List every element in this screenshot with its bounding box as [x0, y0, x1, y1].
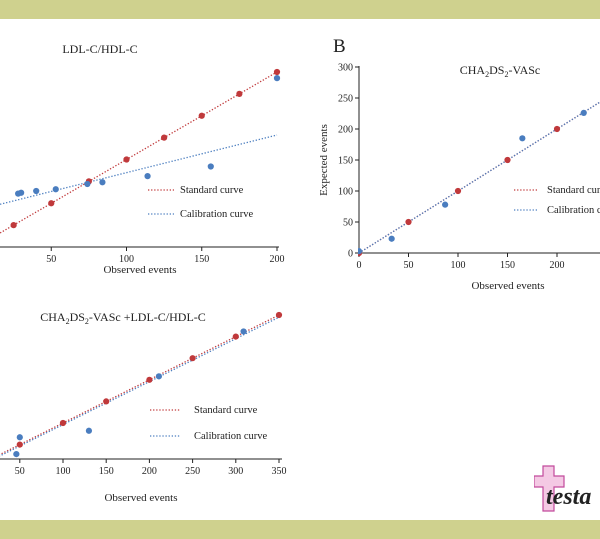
y-tick-label: 200	[338, 125, 353, 136]
legend: Standard curve Calibration curve	[148, 185, 254, 220]
x-tick-label: 150	[99, 466, 114, 477]
standard-point	[161, 134, 168, 141]
standard-point	[16, 441, 23, 448]
cross-logo-icon: testa	[533, 465, 591, 512]
x-axis-label: Observed events	[104, 492, 177, 504]
panel-title: CHA2DS2-VASc +LDL-C/HDL-C	[40, 310, 206, 326]
standard-point	[198, 112, 205, 119]
panel-title: CHA2DS2-VASc	[460, 63, 540, 79]
x-tick-label: 100	[119, 254, 134, 265]
x-tick-label: 50	[404, 260, 414, 271]
standard-point	[232, 333, 239, 340]
legend-label-calibration: Calibration curve	[180, 209, 254, 220]
x-tick-label: 150	[194, 254, 209, 265]
panel-letter: B	[333, 36, 346, 57]
observed-point	[580, 109, 587, 116]
panel-ldl-hdl: LDL-C/HDL-C 50 100 150 200 Observed events …	[0, 42, 285, 276]
x-tick-label: 50	[46, 254, 56, 265]
x-tick-label: 0	[357, 260, 362, 271]
x-tick-label: 100	[56, 466, 71, 477]
x-tick-label: 200	[550, 260, 565, 271]
standard-point	[59, 419, 67, 427]
standard-point	[48, 200, 55, 207]
legend-label-standard: Standard curve	[194, 405, 258, 416]
legend-label-calibration: Calibration curve	[194, 431, 268, 442]
panel-b-cha2ds2-vasc: B CHA2DS2-VASc 0 50 100 150 200 0 50 100 150 200 2…	[318, 36, 600, 292]
panel-title: LDL-C/HDL-C	[62, 42, 137, 56]
standard-point	[103, 398, 110, 405]
legend-label-calibration: Calibration cu	[547, 205, 600, 216]
observed-point	[33, 187, 40, 195]
standard-curve-line	[358, 101, 600, 254]
y-tick-label: 100	[338, 187, 353, 198]
x-tick-label: 200	[142, 466, 157, 477]
observed-point	[99, 179, 106, 186]
observed-point	[84, 180, 91, 188]
observed-point	[85, 427, 93, 434]
y-tick-label: 50	[343, 218, 353, 229]
x-axis-label: Observed events	[471, 280, 544, 292]
x-tick-label: 200	[270, 254, 285, 265]
standard-point	[454, 187, 462, 195]
observed-point	[519, 135, 526, 142]
observed-point	[52, 186, 59, 193]
standard-point	[146, 376, 153, 383]
watermark-logo: testa	[533, 464, 600, 525]
standard-point	[504, 156, 511, 164]
x-tick-label: 150	[500, 260, 515, 271]
observed-point	[240, 328, 247, 335]
bottom-border-band	[0, 520, 600, 539]
calibration-curve-line	[358, 101, 600, 254]
standard-point	[10, 222, 17, 229]
legend: Standard curve Calibration curve	[150, 405, 268, 442]
standard-point	[275, 311, 283, 319]
observed-point	[18, 189, 25, 196]
x-axis-label: Observed events	[103, 264, 176, 276]
watermark-text: testa	[546, 484, 591, 510]
y-axis-label: Expected events	[318, 124, 330, 196]
x-tick-label: 50	[15, 466, 25, 477]
observed-point	[388, 235, 395, 242]
y-tick-label: 250	[338, 94, 353, 105]
legend: Standard curve Calibration cu	[514, 185, 600, 216]
y-tick-label: 300	[338, 63, 353, 74]
observed-point	[144, 173, 151, 180]
observed-point	[207, 163, 214, 170]
observed-point	[273, 75, 281, 82]
standard-point	[553, 125, 561, 133]
standard-point	[236, 90, 243, 97]
standard-curve-line	[0, 314, 280, 456]
standard-point	[405, 218, 412, 226]
calibration-curve-line	[0, 134, 278, 205]
x-tick-label: 300	[228, 466, 243, 477]
observed-point	[442, 201, 449, 208]
x-tick-label: 350	[272, 466, 287, 477]
standard-point	[273, 68, 281, 76]
legend-label-standard: Standard curve	[547, 185, 600, 196]
calibration-curve-line	[0, 316, 280, 457]
legend-label-standard: Standard curve	[180, 185, 244, 196]
x-tick-label: 250	[185, 466, 200, 477]
observed-point	[13, 451, 20, 458]
observed-point	[155, 373, 163, 380]
x-tick-label: 100	[451, 260, 466, 271]
standard-curve-line	[0, 71, 278, 234]
top-border-band	[0, 0, 600, 19]
y-tick-label: 150	[338, 156, 353, 167]
observed-point	[16, 434, 23, 441]
observed-point	[358, 248, 363, 255]
y-tick-label: 0	[348, 249, 353, 260]
standard-point	[123, 156, 130, 163]
standard-point	[189, 355, 196, 362]
panel-cha2ds2-vasc-plus-ldl-hdl: CHA2DS2-VASc +LDL-C/HDL-C 50 100 150 200 250…	[0, 310, 287, 504]
